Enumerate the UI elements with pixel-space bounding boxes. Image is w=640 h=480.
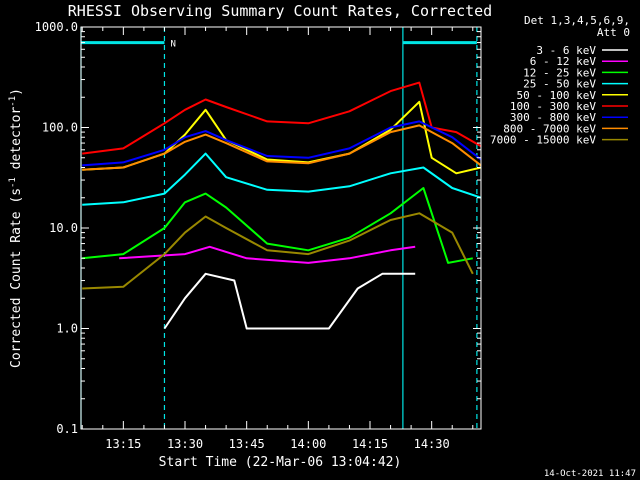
legend-label: 3 - 6 keV	[536, 44, 596, 57]
legend-label: 50 - 100 keV	[517, 89, 597, 102]
legend-label: 300 - 800 keV	[510, 111, 596, 124]
legend-header: Det 1,3,4,5,6,9,	[524, 14, 630, 27]
x-tick-label: 14:15	[352, 437, 388, 451]
y-axis-label: Corrected Count Rate (s-1 detector-1)	[8, 88, 24, 368]
legend-label: 100 - 300 keV	[510, 100, 596, 113]
x-tick-label: 14:30	[414, 437, 450, 451]
series-line-7	[82, 124, 482, 171]
series-line-0	[163, 272, 416, 330]
y-tick-label: 10.0	[49, 221, 78, 235]
series-line-6	[82, 120, 482, 167]
y-tick-label: 100.0	[42, 121, 78, 135]
chart-title: RHESSI Observing Summary Count Rates, Co…	[68, 2, 492, 20]
y-tick-label: 1.0	[56, 322, 78, 336]
legend-label: 6 - 12 keV	[530, 55, 597, 68]
y-axis-label-part-1: Corrected Count Rate (s	[9, 188, 24, 368]
x-axis-label: Start Time (22-Mar-06 13:04:42)	[159, 455, 402, 470]
series-line-8	[82, 212, 474, 290]
x-tick-label: 13:30	[167, 437, 203, 451]
legend-header: Att 0	[597, 26, 630, 39]
night-marker-label: N	[170, 40, 175, 50]
y-axis-label-part-2: detector	[9, 107, 24, 178]
legend-label: 12 - 25 keV	[523, 66, 596, 79]
y-tick-label: 0.1	[56, 422, 78, 436]
x-tick-label: 13:45	[229, 437, 265, 451]
legend-label: 7000 - 15000 keV	[490, 134, 596, 147]
series-line-4	[82, 100, 482, 175]
legend-label: 800 - 7000 keV	[503, 122, 596, 135]
footer-timestamp: 14-Oct-2021 11:47	[544, 469, 636, 479]
y-axis-label-part-3: )	[9, 88, 24, 96]
legend-label: 25 - 50 keV	[523, 78, 596, 91]
series-line-1	[119, 245, 416, 264]
series-line-5	[82, 81, 482, 155]
y-tick-label: 1000.0	[35, 20, 78, 34]
plot-area: N	[80, 27, 482, 429]
x-tick-label: 14:00	[290, 437, 326, 451]
axes: 0.1 1.0 10.0 100.0 1000.0 13:15 13:30 13:45 14:0…	[35, 20, 481, 451]
x-tick-label: 13:15	[105, 437, 141, 451]
series-line-2	[82, 187, 473, 264]
series-line-3	[82, 152, 482, 206]
y-axis-label-exp-2: -1	[8, 96, 18, 107]
y-axis-label-exp-1: -1	[8, 177, 18, 188]
